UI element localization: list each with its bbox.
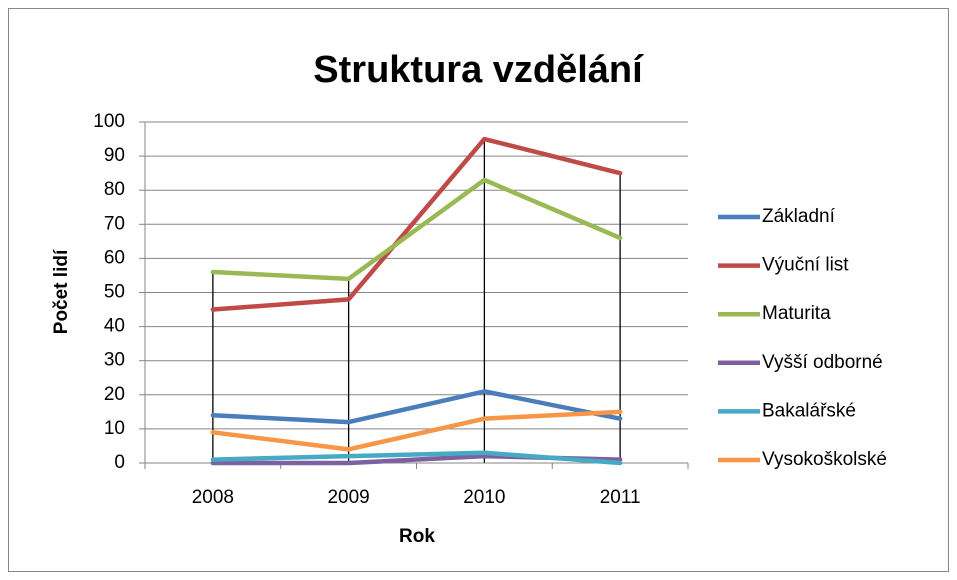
legend-label: Bakalářské [762,400,856,421]
y-tick-label: 90 [104,145,125,166]
y-tick-label: 10 [104,418,125,439]
x-axis-label: Rok [399,526,435,547]
legend-label: Vysokoškolské [762,449,887,470]
y-axis-label: Počet lidí [51,249,72,334]
chart-frame [8,8,949,572]
legend-label: Vyšší odborné [762,352,883,373]
series-line [210,177,623,282]
legend-label: Maturita [762,303,831,324]
series-line [210,389,623,425]
series-line [210,409,623,452]
y-tick-label: 20 [104,384,125,405]
x-tick-label: 2009 [327,487,369,508]
y-tick-label: 100 [93,111,125,132]
legend-label: Základní [762,206,836,227]
y-tick-label: 80 [104,179,125,200]
series-line [210,450,623,466]
y-tick-label: 50 [104,282,125,303]
y-tick-label: 40 [104,316,125,337]
x-tick-label: 2010 [463,487,505,508]
x-tick-label: 2011 [600,487,641,508]
x-tick-label: 2008 [192,487,234,508]
series-line [210,136,623,312]
legend-label: Výuční list [762,255,849,276]
chart-title: Struktura vzdělání [313,49,644,91]
y-tick-label: 30 [104,350,125,371]
y-tick-label: 70 [104,213,125,234]
y-tick-label: 0 [114,452,125,473]
y-tick-label: 60 [104,247,125,268]
